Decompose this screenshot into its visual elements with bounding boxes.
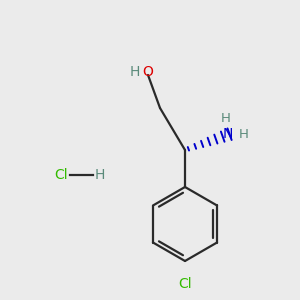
Text: H: H [239,128,249,140]
Text: H: H [95,168,105,182]
Text: O: O [142,65,153,79]
Text: Cl: Cl [54,168,68,182]
Text: N: N [223,127,233,141]
Text: Cl: Cl [178,277,192,291]
Text: H: H [130,65,140,79]
Text: H: H [221,112,231,124]
